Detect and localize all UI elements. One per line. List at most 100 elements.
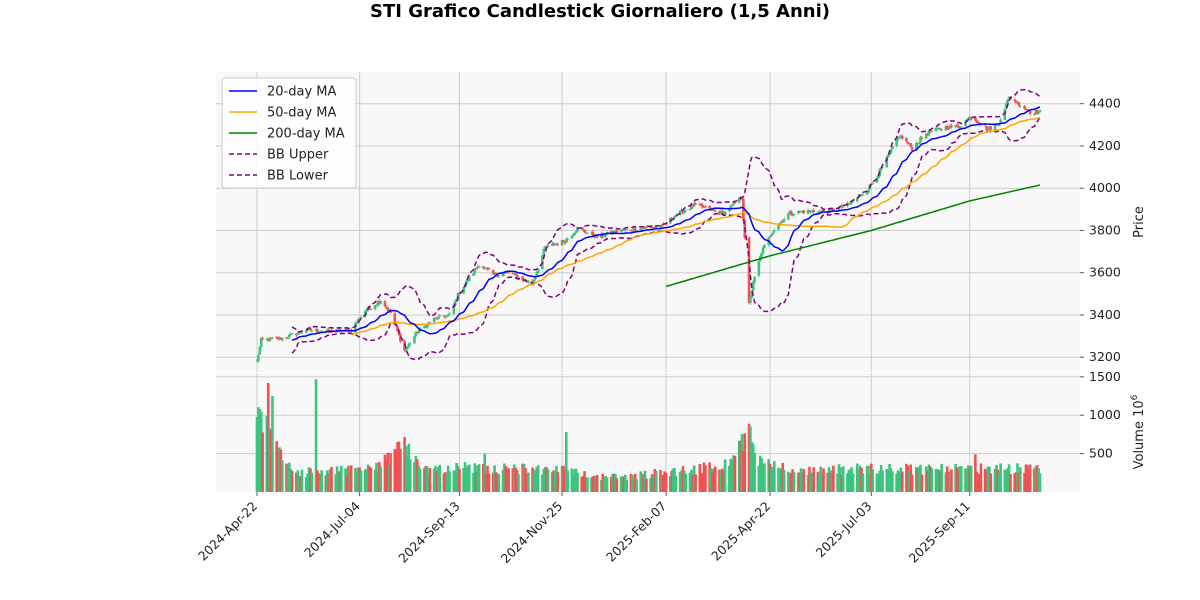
volume-bar xyxy=(397,441,401,492)
volume-bar xyxy=(870,463,873,492)
candle-body xyxy=(763,244,766,249)
candle-body xyxy=(444,317,447,319)
volume-bar xyxy=(536,465,540,492)
candle-body xyxy=(624,229,627,231)
candle-body xyxy=(355,322,359,324)
volume-bar xyxy=(881,470,884,492)
volume-bar xyxy=(288,462,291,492)
volume-bar xyxy=(865,466,869,492)
candle-body xyxy=(808,210,811,212)
volume-bar xyxy=(418,468,422,492)
candle-body xyxy=(777,225,780,230)
volume-bar xyxy=(306,473,309,492)
candle-body xyxy=(574,231,578,234)
volume-bar xyxy=(609,477,613,492)
candle-body xyxy=(885,156,889,168)
volume-bar xyxy=(721,468,724,492)
candle-body xyxy=(385,307,388,309)
volume-bar xyxy=(791,469,794,492)
candle-body xyxy=(532,279,536,284)
candle-body xyxy=(259,338,263,347)
candle-body xyxy=(789,211,793,215)
volume-bar xyxy=(906,465,910,492)
candle-body xyxy=(659,226,662,228)
volume-bar xyxy=(674,475,678,492)
volume-bar xyxy=(458,468,461,492)
volume-bar xyxy=(373,469,377,492)
volume-bar xyxy=(324,475,328,492)
volume-bar xyxy=(1027,469,1031,492)
candle-body xyxy=(483,267,487,269)
volume-bar xyxy=(683,470,686,492)
candle-body xyxy=(796,210,800,214)
volume-bar xyxy=(819,466,823,492)
volume-bar xyxy=(896,470,900,492)
candle-body xyxy=(937,127,941,130)
candle-body xyxy=(957,125,960,129)
candle-body xyxy=(826,212,830,214)
volume-bar xyxy=(375,462,378,492)
volume-bar xyxy=(645,478,648,492)
volume-bar xyxy=(694,474,697,492)
volume-bar xyxy=(858,465,862,492)
volume-bar xyxy=(778,469,782,492)
volume-bar xyxy=(730,460,734,492)
volume-bar xyxy=(664,472,668,492)
candle-body xyxy=(375,304,378,306)
volume-bar xyxy=(798,472,801,492)
candle-body xyxy=(827,208,831,214)
volume-bar xyxy=(969,465,973,492)
volume-bar xyxy=(503,463,506,492)
volume-bar xyxy=(345,475,349,492)
candle-body xyxy=(563,242,567,244)
candle-body xyxy=(514,273,517,275)
volume-bar xyxy=(525,473,529,492)
volume-bar xyxy=(698,464,702,492)
candle-body xyxy=(614,230,617,233)
volume-bar xyxy=(406,454,409,492)
volume-bar xyxy=(770,470,773,492)
volume-bar xyxy=(422,468,426,492)
candle-body xyxy=(993,125,997,131)
volume-bar xyxy=(295,472,298,492)
candle-body xyxy=(404,348,408,352)
candle-body xyxy=(1016,101,1019,103)
candle-body xyxy=(527,280,530,283)
candle-body xyxy=(288,334,291,338)
candle-body xyxy=(757,261,761,276)
volume-bar xyxy=(743,433,747,492)
volume-bar xyxy=(965,470,969,492)
volume-bar xyxy=(379,466,383,492)
volume-bar xyxy=(1006,468,1009,492)
candle-body xyxy=(414,331,418,337)
candle-body xyxy=(930,130,934,132)
candle-body xyxy=(566,238,569,240)
volume-bar xyxy=(586,477,589,492)
candle-body xyxy=(782,218,786,222)
volume-bar xyxy=(788,473,792,492)
volume-bar xyxy=(1028,464,1032,492)
volume-bar xyxy=(325,470,329,492)
volume-bar xyxy=(1013,473,1016,492)
volume-bar xyxy=(885,468,889,492)
candle-body xyxy=(688,208,692,211)
candle-body xyxy=(848,203,852,205)
volume-bar xyxy=(355,471,359,492)
candle-body xyxy=(751,281,755,291)
candle-body xyxy=(817,211,821,214)
candle-body xyxy=(1017,102,1021,106)
candle-body xyxy=(258,346,262,355)
volume-bar xyxy=(670,470,673,492)
candle-body xyxy=(595,234,599,238)
candle-body xyxy=(708,205,711,211)
volume-bar xyxy=(453,470,457,492)
candle-body xyxy=(373,305,377,310)
candle-body xyxy=(730,204,734,206)
volume-bar xyxy=(919,464,922,492)
candle-body xyxy=(296,333,300,335)
candle-body xyxy=(891,146,894,149)
volume-bar xyxy=(728,465,731,492)
volume-bar xyxy=(463,462,467,492)
candle-body xyxy=(432,317,436,323)
candle-body xyxy=(841,206,845,208)
